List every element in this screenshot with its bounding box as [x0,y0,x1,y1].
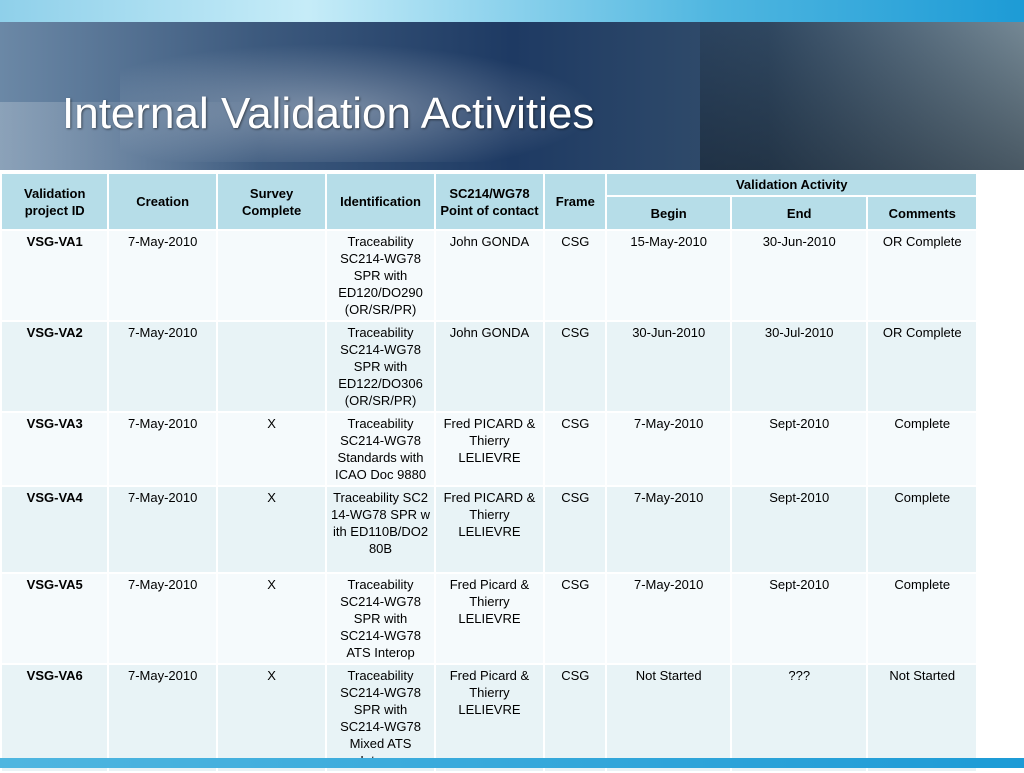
cell-survey [217,231,326,320]
cell-creation: 7-May-2010 [109,231,216,320]
cell-identification: Traceability SC214-WG78 SPR with ED120/D… [327,231,434,320]
cell-point-of-contact: John GONDA [435,231,544,320]
cell-comments: Not Started [868,665,976,771]
cell-survey: X [217,574,326,663]
cell-comments: Complete [868,413,976,485]
header-project-id: Validation project ID [2,174,108,229]
cell-frame: CSG [545,231,606,320]
header-end: End [731,197,867,229]
cell-point-of-contact: Fred PICARD & Thierry LELIEVRE [435,413,544,485]
cell-survey [217,322,326,411]
cell-comments: OR Complete [868,322,976,411]
cell-begin: 7-May-2010 [607,574,730,663]
table-row: VSG-VA2 7-May-2010 Traceability SC214-WG… [2,322,976,411]
table-row: VSG-VA5 7-May-2010 X Traceability SC214-… [2,574,976,663]
cell-project-id: VSG-VA1 [2,231,108,320]
cell-begin: 30-Jun-2010 [607,322,730,411]
header-begin: Begin [607,197,730,229]
header-row: Validation project ID Creation Survey Co… [2,174,976,229]
cell-end: ??? [731,665,867,771]
cell-point-of-contact: Fred PICARD & Thierry LELIEVRE [435,487,544,572]
bottom-accent-strip [0,758,1024,768]
cell-identification: Traceability SC214-WG78 SPR with SC214-W… [327,574,434,663]
cell-survey: X [217,665,326,771]
header-validation-activity: Validation Activity [607,174,976,195]
cell-project-id: VSG-VA4 [2,487,108,572]
cell-comments: Complete [868,574,976,663]
slide-title: Internal Validation Activities [62,89,595,138]
cell-end: Sept-2010 [731,574,867,663]
header-frame: Frame [545,174,606,229]
cell-point-of-contact: John GONDA [435,322,544,411]
cell-comments: Complete [868,487,976,572]
header-banner: Internal Validation Activities [0,22,1024,170]
cell-end: Sept-2010 [731,487,867,572]
cell-identification: Traceability SC214-WG78 SPR with SC214-W… [327,665,434,771]
cell-end: 30-Jul-2010 [731,322,867,411]
cell-point-of-contact: Fred Picard & Thierry LELIEVRE [435,665,544,771]
cell-creation: 7-May-2010 [109,574,216,663]
cell-creation: 7-May-2010 [109,413,216,485]
cell-creation: 7-May-2010 [109,665,216,771]
cell-survey: X [217,413,326,485]
cell-identification: Traceability SC214-WG78 SPR with ED122/D… [327,322,434,411]
table-row: VSG-VA1 7-May-2010 Traceability SC214-WG… [2,231,976,320]
cell-frame: CSG [545,574,606,663]
cell-end: Sept-2010 [731,413,867,485]
cell-creation: 7-May-2010 [109,487,216,572]
cell-project-id: VSG-VA6 [2,665,108,771]
cell-begin: Not Started [607,665,730,771]
cell-point-of-contact: Fred Picard & Thierry LELIEVRE [435,574,544,663]
cell-creation: 7-May-2010 [109,322,216,411]
banner-photo-people [700,22,1024,170]
cell-frame: CSG [545,413,606,485]
table-row: VSG-VA4 7-May-2010 X Traceability SC214-… [2,487,976,572]
validation-table: Validation project ID Creation Survey Co… [0,172,978,773]
table-row: VSG-VA6 7-May-2010 X Traceability SC214-… [2,665,976,771]
cell-project-id: VSG-VA5 [2,574,108,663]
header-comments: Comments [868,197,976,229]
cell-identification: Traceability SC214-WG78 Standards with I… [327,413,434,485]
cell-identification: Traceability SC214-WG78 SPR with ED110B/… [327,487,434,572]
banner-photo-airport [0,102,260,170]
cell-survey: X [217,487,326,572]
cell-project-id: VSG-VA2 [2,322,108,411]
subheader-row: Begin End Comments [2,197,976,229]
cell-begin: 7-May-2010 [607,487,730,572]
top-accent-strip [0,0,1024,22]
cell-frame: CSG [545,487,606,572]
cell-comments: OR Complete [868,231,976,320]
table-row: VSG-VA3 7-May-2010 X Traceability SC214-… [2,413,976,485]
validation-table-container: Validation project ID Creation Survey Co… [0,172,978,773]
banner-photo-airplane [120,32,640,162]
header-creation: Creation [109,174,216,229]
cell-begin: 15-May-2010 [607,231,730,320]
cell-frame: CSG [545,665,606,771]
cell-end: 30-Jun-2010 [731,231,867,320]
cell-project-id: VSG-VA3 [2,413,108,485]
header-point-of-contact: SC214/WG78 Point of contact [435,174,544,229]
cell-frame: CSG [545,322,606,411]
header-survey: Survey Complete [217,174,326,229]
cell-begin: 7-May-2010 [607,413,730,485]
header-identification: Identification [327,174,434,229]
